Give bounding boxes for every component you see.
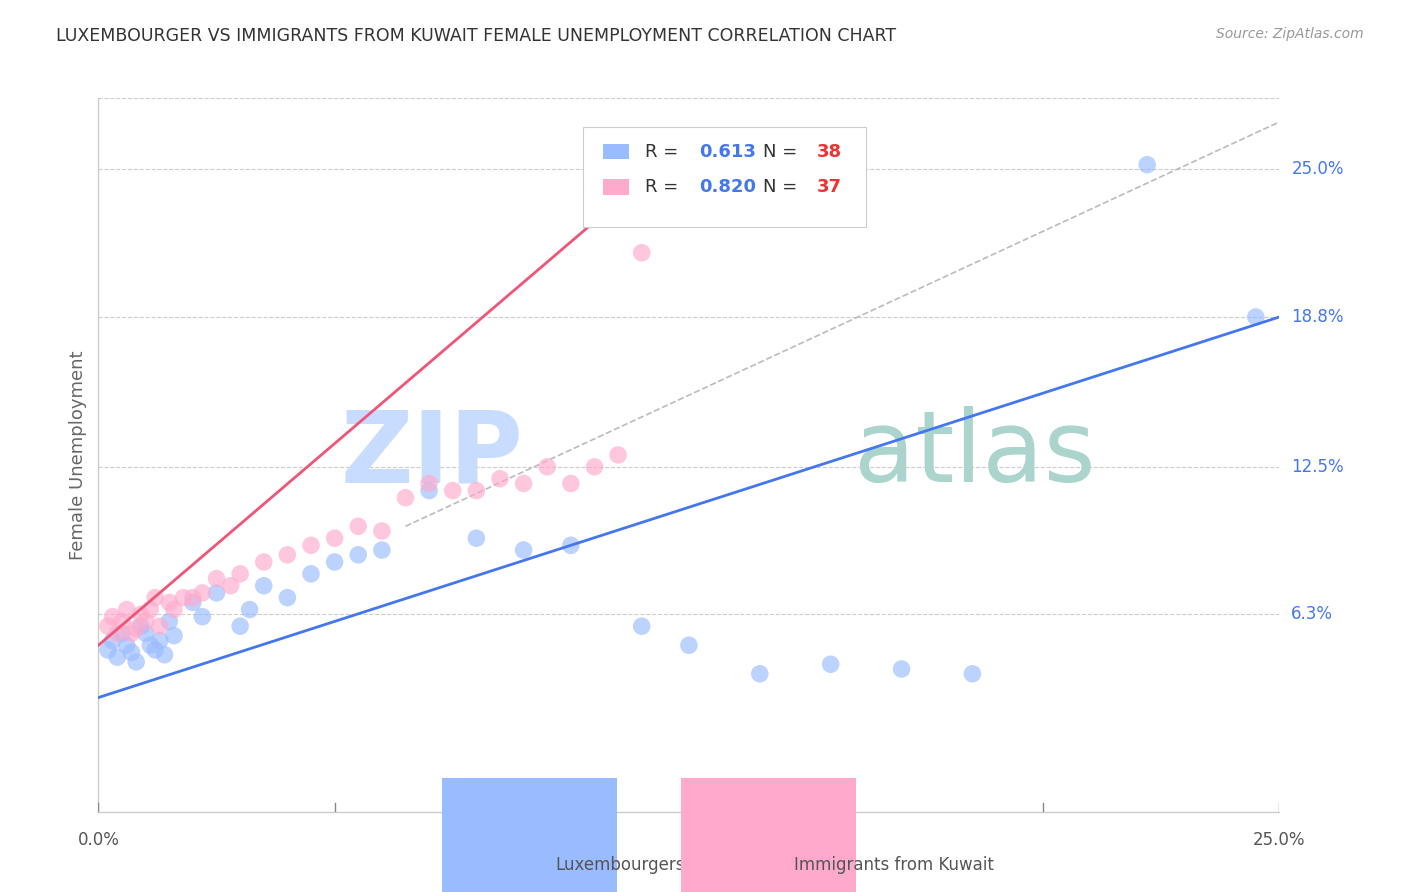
- Point: [101, 609, 124, 624]
- Point: [394, 491, 416, 505]
- Point: [583, 459, 606, 474]
- Point: [191, 586, 214, 600]
- Point: [219, 579, 242, 593]
- Text: N =: N =: [763, 143, 803, 161]
- Point: [512, 543, 534, 558]
- Point: [630, 619, 652, 633]
- Point: [347, 519, 370, 533]
- Text: LUXEMBOURGER VS IMMIGRANTS FROM KUWAIT FEMALE UNEMPLOYMENT CORRELATION CHART: LUXEMBOURGER VS IMMIGRANTS FROM KUWAIT F…: [56, 27, 897, 45]
- Text: R =: R =: [645, 143, 685, 161]
- Point: [115, 638, 138, 652]
- Point: [253, 555, 276, 569]
- Point: [157, 615, 180, 629]
- Point: [129, 619, 152, 633]
- Point: [135, 626, 157, 640]
- Point: [536, 459, 558, 474]
- Point: [157, 595, 180, 609]
- Point: [205, 586, 228, 600]
- Point: [418, 483, 440, 498]
- Point: [1136, 158, 1159, 172]
- Text: 0.613: 0.613: [700, 143, 756, 161]
- Point: [323, 555, 346, 569]
- Point: [129, 607, 152, 622]
- Point: [139, 638, 162, 652]
- Text: ZIP: ZIP: [340, 407, 523, 503]
- Text: Luxembourgers: Luxembourgers: [555, 856, 685, 874]
- Text: N =: N =: [763, 178, 803, 196]
- Point: [121, 626, 143, 640]
- Text: 38: 38: [817, 143, 842, 161]
- Point: [299, 538, 322, 552]
- Point: [607, 448, 630, 462]
- Text: 0.820: 0.820: [700, 178, 756, 196]
- Point: [105, 650, 128, 665]
- Text: 25.0%: 25.0%: [1291, 161, 1344, 178]
- Text: 12.5%: 12.5%: [1291, 458, 1344, 475]
- Point: [560, 476, 582, 491]
- Point: [139, 602, 162, 616]
- Point: [323, 531, 346, 545]
- Point: [371, 524, 394, 538]
- Point: [371, 543, 394, 558]
- Point: [149, 633, 172, 648]
- Point: [239, 602, 262, 616]
- Point: [181, 591, 204, 605]
- Point: [111, 626, 134, 640]
- Text: 18.8%: 18.8%: [1291, 308, 1344, 326]
- FancyBboxPatch shape: [603, 144, 628, 160]
- Text: Immigrants from Kuwait: Immigrants from Kuwait: [794, 856, 994, 874]
- Point: [135, 615, 157, 629]
- Point: [489, 472, 512, 486]
- Text: 0.0%: 0.0%: [77, 830, 120, 849]
- Point: [97, 643, 120, 657]
- Point: [678, 638, 700, 652]
- Text: 37: 37: [817, 178, 842, 196]
- Point: [418, 476, 440, 491]
- Point: [890, 662, 912, 676]
- Point: [347, 548, 370, 562]
- Point: [101, 633, 124, 648]
- Text: R =: R =: [645, 178, 685, 196]
- Point: [172, 591, 194, 605]
- Point: [276, 548, 298, 562]
- Text: 6.3%: 6.3%: [1291, 606, 1333, 624]
- Point: [149, 619, 172, 633]
- Point: [229, 619, 252, 633]
- Point: [962, 666, 984, 681]
- Point: [299, 566, 322, 581]
- Point: [465, 531, 488, 545]
- Point: [630, 245, 652, 260]
- Y-axis label: Female Unemployment: Female Unemployment: [69, 351, 87, 559]
- Point: [465, 483, 488, 498]
- Point: [205, 572, 228, 586]
- Point: [560, 538, 582, 552]
- Point: [820, 657, 842, 672]
- Text: atlas: atlas: [855, 407, 1095, 503]
- Text: Source: ZipAtlas.com: Source: ZipAtlas.com: [1216, 27, 1364, 41]
- Point: [163, 602, 186, 616]
- Point: [1244, 310, 1267, 324]
- Point: [143, 591, 166, 605]
- Point: [512, 476, 534, 491]
- Point: [97, 619, 120, 633]
- Point: [105, 626, 128, 640]
- Point: [229, 566, 252, 581]
- Point: [441, 483, 464, 498]
- Point: [748, 666, 770, 681]
- Text: 25.0%: 25.0%: [1253, 830, 1306, 849]
- Point: [181, 595, 204, 609]
- Point: [143, 643, 166, 657]
- Point: [153, 648, 176, 662]
- Point: [191, 609, 214, 624]
- Point: [111, 615, 134, 629]
- Point: [276, 591, 298, 605]
- Point: [125, 622, 148, 636]
- Point: [163, 629, 186, 643]
- FancyBboxPatch shape: [582, 127, 866, 227]
- Point: [121, 645, 143, 659]
- Point: [253, 579, 276, 593]
- FancyBboxPatch shape: [603, 179, 628, 195]
- Point: [125, 655, 148, 669]
- Point: [115, 602, 138, 616]
